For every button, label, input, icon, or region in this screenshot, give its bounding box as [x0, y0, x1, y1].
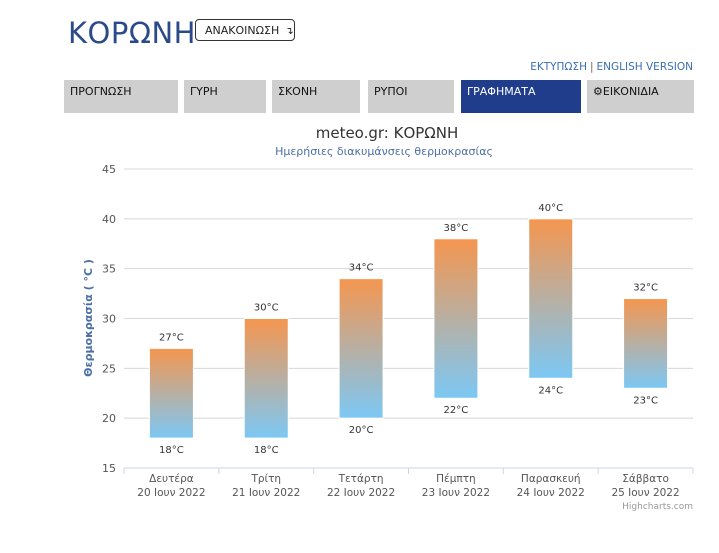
tab-label: ΓΥΡΗ	[190, 85, 218, 98]
x-tick-date: 25 Ιουν 2022	[611, 487, 679, 499]
y-tick-label: 35	[102, 263, 116, 276]
tab-label: ΠΡΟΓΝΩΣΗ	[70, 85, 132, 98]
tab-label: ΕΙΚΟΝΙΔΙΑ	[602, 85, 659, 98]
temperature-range-bar[interactable]	[243, 318, 289, 439]
chart-title: meteo.gr: ΚΟΡΩΝΗ	[316, 124, 459, 142]
x-tick-date: 22 Ιουν 2022	[327, 487, 395, 499]
x-tick-day: Πέμπτη	[436, 473, 476, 485]
x-tick-day: Τετάρτη	[338, 473, 384, 485]
high-temp-label: 40°C	[538, 203, 563, 214]
tab-pollen[interactable]: ΓΥΡΗ	[184, 80, 266, 113]
y-tick-label: 30	[102, 313, 116, 326]
temperature-range-bar[interactable]	[148, 347, 194, 439]
y-tick-label: 15	[102, 462, 116, 475]
top-links: ΕΚΤΥΠΩΣΗ | ENGLISH VERSION	[530, 61, 693, 73]
tab-pollutants[interactable]: ΡΥΠΟΙ	[368, 80, 454, 113]
x-tick-day: Τρίτη	[250, 473, 281, 485]
x-tick-date: 20 Ιουν 2022	[137, 487, 205, 499]
y-tick-label: 40	[102, 213, 116, 226]
tab-label: ΣΚΟΝΗ	[278, 85, 318, 98]
low-temp-label: 18°C	[159, 445, 184, 456]
highcharts-credit: Highcharts.com	[622, 502, 693, 512]
chart-subtitle: Ημερήσιες διακυμάνσεις θερμοκρασίας	[275, 145, 493, 158]
announcement-label: ΑΝΑΚΟΙΝΩΣΗ	[205, 24, 280, 37]
y-axis-title: Θερμοκρασία ( °C )	[82, 259, 95, 377]
arrow-down-icon: ↴	[285, 26, 294, 37]
link-separator: |	[589, 61, 594, 73]
high-temp-label: 27°C	[159, 332, 184, 343]
tab-icons[interactable]: ⚙ΕΙΚΟΝΙΔΙΑ	[587, 80, 694, 113]
high-temp-label: 30°C	[254, 303, 279, 314]
low-temp-label: 24°C	[538, 385, 563, 396]
temperature-range-bar[interactable]	[528, 218, 574, 379]
tab-dust[interactable]: ΣΚΟΝΗ	[272, 80, 360, 113]
x-tick-date: 24 Ιουν 2022	[517, 487, 585, 499]
y-tick-label: 25	[102, 362, 116, 375]
x-tick-day: Δευτέρα	[149, 473, 194, 485]
tab-label: ΓΡΑΦΗΜΑΤΑ	[467, 85, 536, 98]
x-tick-date: 21 Ιουν 2022	[232, 487, 300, 499]
low-temp-label: 22°C	[444, 405, 469, 416]
tab-forecast[interactable]: ΠΡΟΓΝΩΣΗ	[64, 80, 178, 113]
temperature-range-bar[interactable]	[338, 278, 384, 419]
x-tick-date: 23 Ιουν 2022	[422, 487, 490, 499]
tab-charts[interactable]: ΓΡΑΦΗΜΑΤΑ	[461, 80, 581, 113]
announcement-button[interactable]: ΑΝΑΚΟΙΝΩΣΗ ↴	[195, 19, 295, 41]
low-temp-label: 18°C	[254, 445, 279, 456]
x-tick-day: Σάββατο	[622, 473, 669, 485]
gear-icon: ⚙	[593, 85, 603, 98]
print-link[interactable]: ΕΚΤΥΠΩΣΗ	[530, 61, 587, 73]
x-tick-day: Παρασκευή	[521, 473, 581, 485]
high-temp-label: 38°C	[444, 223, 469, 234]
temperature-range-bar[interactable]	[433, 238, 479, 399]
high-temp-label: 32°C	[633, 283, 658, 294]
low-temp-label: 20°C	[349, 425, 374, 436]
temperature-range-bar[interactable]	[623, 298, 669, 389]
y-tick-label: 45	[102, 163, 116, 176]
city-title: ΚΟΡΩΝΗ	[68, 16, 196, 50]
low-temp-label: 23°C	[633, 395, 658, 406]
tab-label: ΡΥΠΟΙ	[374, 85, 408, 98]
y-tick-label: 20	[102, 412, 116, 425]
high-temp-label: 34°C	[349, 263, 374, 274]
english-version-link[interactable]: ENGLISH VERSION	[596, 61, 693, 73]
